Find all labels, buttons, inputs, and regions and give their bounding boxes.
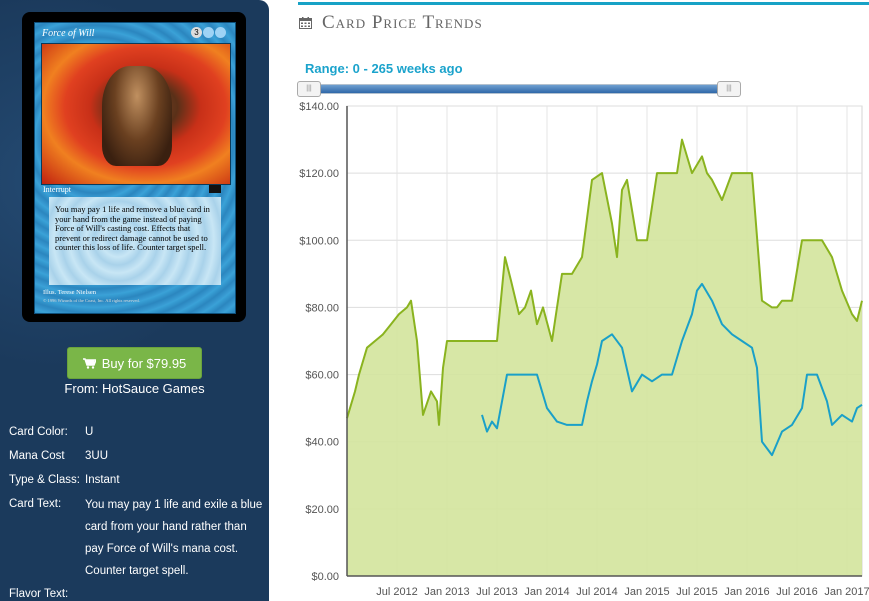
card-copyright: © 1996 Wizards of the Coast, Inc. All ri… <box>43 298 140 303</box>
attr-label-mana-cost: Mana Cost <box>9 450 65 462</box>
x-tick-label: Jul 2015 <box>676 586 718 598</box>
set-symbol-icon <box>209 185 221 193</box>
buy-button[interactable]: Buy for $79.95 <box>67 347 202 379</box>
x-tick-label: Jul 2013 <box>476 586 518 598</box>
card-sidebar: Force of Will 3 Interrupt You may pay 1 … <box>0 0 269 601</box>
art-figure <box>102 66 172 166</box>
range-slider[interactable]: ||| ||| <box>297 81 741 97</box>
attr-label-flavor-text: Flavor Text: <box>9 588 69 600</box>
attr-label-card-text: Card Text: <box>9 498 62 510</box>
y-tick-label: $80.00 <box>305 302 339 314</box>
series-line-0 <box>346 138 863 426</box>
price-chart: $0.00 $20.00 $40.00 $60.00 $80.00 $100.00 $120… <box>298 98 869 601</box>
range-slider-fill <box>309 85 727 93</box>
x-tick-label: Jul 2014 <box>576 586 618 598</box>
range-label: Range: 0 - 265 weeks ago <box>305 61 463 76</box>
attr-value-color: U <box>85 426 94 438</box>
calendar-icon <box>299 17 312 29</box>
y-tick-label: $20.00 <box>305 504 339 516</box>
card-textbox: You may pay 1 life and remove a blue car… <box>49 197 221 285</box>
x-tick-label: Jul 2012 <box>376 586 418 598</box>
y-tick-label: $100.00 <box>299 235 339 247</box>
section-divider <box>298 2 869 5</box>
buy-button-label: Buy for $79.95 <box>101 355 187 371</box>
shopping-cart-icon <box>82 357 96 369</box>
range-slider-handle-start[interactable]: ||| <box>297 81 321 97</box>
x-tick-label: Jan 2016 <box>724 586 769 598</box>
y-tick-label: $60.00 <box>305 370 339 382</box>
card-illustrator: Illus. Terese Nielsen <box>43 289 97 296</box>
card-image: Force of Will 3 Interrupt You may pay 1 … <box>22 12 246 322</box>
series-line-1 <box>481 282 863 457</box>
range-slider-handle-end[interactable]: ||| <box>717 81 741 97</box>
card-face: Force of Will 3 Interrupt You may pay 1 … <box>34 22 236 314</box>
x-tick-label: Jan 2015 <box>624 586 669 598</box>
y-tick-label: $0.00 <box>311 571 339 583</box>
price-trends-section: Card Price Trends Range: 0 - 265 weeks a… <box>297 0 869 601</box>
card-type-line: Interrupt <box>43 185 71 194</box>
card-name: Force of Will <box>42 28 95 39</box>
mana-symbol-blue <box>215 27 226 38</box>
attr-value-type: Instant <box>85 474 120 486</box>
attr-value-mana-cost: 3UU <box>85 450 109 462</box>
mana-symbol-generic: 3 <box>191 27 202 38</box>
mana-symbol-blue <box>203 27 214 38</box>
mana-cost-symbols: 3 <box>191 27 226 38</box>
x-tick-label: Jul 2016 <box>776 586 818 598</box>
y-tick-label: $120.00 <box>299 168 339 180</box>
card-rules-text: You may pay 1 life and remove a blue car… <box>55 204 210 252</box>
attr-value-card-text: You may pay 1 life and exile a blue card… <box>85 499 263 577</box>
x-tick-label: Jan 2014 <box>524 586 569 598</box>
x-tick-label: Jan 2017 <box>824 586 869 598</box>
series-area-0 <box>347 139 862 576</box>
seller-name: From: HotSauce Games <box>64 381 205 396</box>
section-title: Card Price Trends <box>322 12 483 33</box>
attr-label-type: Type & Class: <box>9 474 80 486</box>
y-tick-label: $40.00 <box>305 437 339 449</box>
attr-label-color: Card Color: <box>9 426 68 438</box>
x-tick-label: Jan 2013 <box>424 586 469 598</box>
y-tick-label: $140.00 <box>299 101 339 113</box>
card-title-bar: Force of Will 3 <box>40 27 228 41</box>
card-artwork <box>41 43 231 185</box>
